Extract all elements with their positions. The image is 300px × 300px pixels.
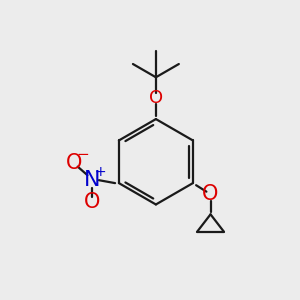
Text: N: N [84, 170, 101, 190]
Text: O: O [149, 89, 163, 107]
Text: O: O [84, 192, 101, 212]
Text: −: − [76, 147, 89, 162]
Text: O: O [66, 153, 82, 173]
Text: O: O [202, 184, 219, 204]
Text: +: + [95, 165, 106, 179]
